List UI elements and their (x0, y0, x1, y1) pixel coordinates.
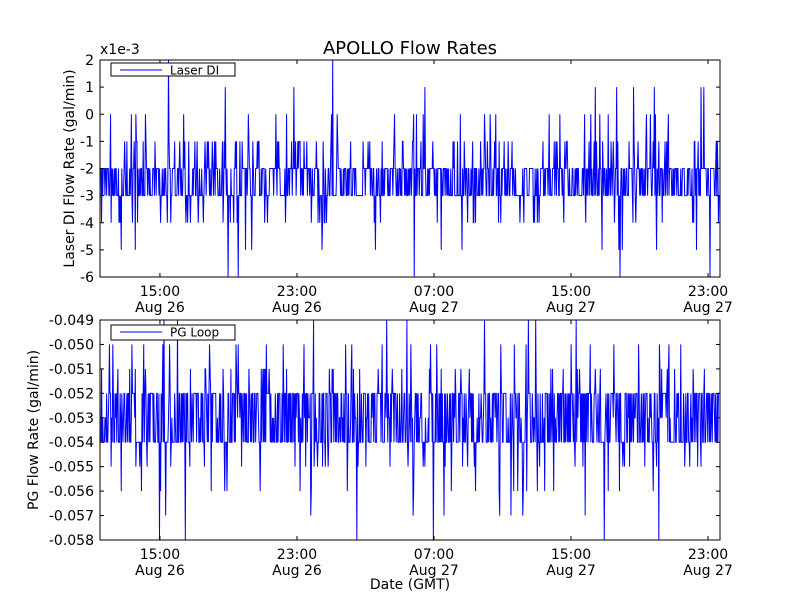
laser-di-scale-label: x1e-3 (100, 42, 140, 58)
laser-di-series (100, 59, 720, 278)
laser-di-y-tick-label: 0 (85, 107, 94, 123)
pg-loop-x-tick-date: Aug 26 (272, 563, 322, 579)
pg-loop-y-tick-label: -0.054 (49, 435, 94, 451)
laser-di-y-tick-label: -1 (80, 134, 94, 150)
pg-loop-x-tick-date: Aug 27 (409, 563, 459, 579)
pg-loop-x-tick-time: 23:00 (688, 547, 728, 563)
pg-loop-y-tick-label: -0.058 (49, 533, 94, 549)
laser-di-y-tick-label: -6 (80, 270, 94, 286)
pg-loop-x-tick-time: 15:00 (140, 547, 180, 563)
laser-di-x-tick-time: 15:00 (551, 284, 591, 300)
laser-di-x-tick-date: Aug 26 (272, 300, 322, 316)
laser-di-x-tick-date: Aug 27 (409, 300, 459, 316)
laser-di-x-tick-time: 23:00 (688, 284, 728, 300)
laser-di-y-tick-label: 2 (85, 53, 94, 69)
laser-di-x-tick-time: 07:00 (414, 284, 454, 300)
pg-loop-x-tick-time: 07:00 (414, 547, 454, 563)
pg-loop-x-tick-time: 23:00 (277, 547, 317, 563)
pg-loop-y-axis-label: PG Flow Rate (gal/min) (26, 350, 42, 510)
pg-loop-x-tick-date: Aug 27 (546, 563, 596, 579)
pg-loop-chart: -0.049 -0.050 -0.051 -0.052 -0.053 -0.054 -0.0… (26, 313, 733, 579)
pg-loop-y-ticks: -0.049 -0.050 -0.051 -0.052 -0.053 -0.054 -0.0… (49, 313, 720, 549)
laser-di-x-tick-date: Aug 27 (546, 300, 596, 316)
pg-loop-x-tick-time: 15:00 (551, 547, 591, 563)
pg-loop-legend-label: PG Loop (170, 326, 219, 340)
pg-loop-x-tick-date: Aug 26 (135, 563, 185, 579)
pg-loop-y-tick-label: -0.049 (49, 313, 94, 329)
pg-loop-x-tick-date: Aug 27 (683, 563, 733, 579)
laser-di-x-tick-time: 15:00 (140, 284, 180, 300)
x-axis-label: Date (GMT) (370, 577, 450, 593)
laser-di-x-tick-time: 23:00 (277, 284, 317, 300)
pg-loop-series-line (100, 319, 719, 541)
laser-di-y-tick-label: -2 (80, 162, 94, 178)
pg-loop-y-tick-label: -0.051 (49, 362, 94, 378)
laser-di-x-tick-date: Aug 26 (135, 300, 185, 316)
pg-loop-y-tick-label: -0.056 (49, 484, 94, 500)
laser-di-series-line (100, 59, 720, 278)
laser-di-legend-label: Laser DI (170, 64, 219, 78)
pg-loop-legend-box (110, 324, 236, 341)
pg-loop-series (100, 319, 719, 541)
pg-loop-y-tick-label: -0.050 (49, 337, 94, 353)
laser-di-x-tick-date: Aug 27 (683, 300, 733, 316)
pg-loop-y-tick-label: -0.053 (49, 411, 94, 427)
laser-di-y-axis-label: Laser DI Flow Rate (gal/min) (62, 69, 78, 267)
laser-di-y-tick-label: -4 (80, 216, 94, 232)
figure-title: APOLLO Flow Rates (323, 38, 497, 59)
pg-loop-plot-frame (99, 319, 721, 541)
laser-di-y-tick-label: -3 (80, 189, 94, 205)
pg-loop-legend: PG Loop (110, 324, 236, 341)
pg-loop-y-tick-label: -0.057 (49, 509, 94, 525)
laser-di-y-ticks: 2 1 0 -1 -2 -3 -4 -5 -6 (80, 53, 720, 286)
laser-di-y-tick-label: 1 (85, 80, 94, 96)
laser-di-legend: Laser DI (110, 62, 236, 78)
laser-di-y-tick-label: -5 (80, 243, 94, 259)
pg-loop-y-tick-label: -0.052 (49, 386, 94, 402)
laser-di-legend-box (110, 62, 236, 77)
pg-loop-y-tick-label: -0.055 (49, 460, 94, 476)
